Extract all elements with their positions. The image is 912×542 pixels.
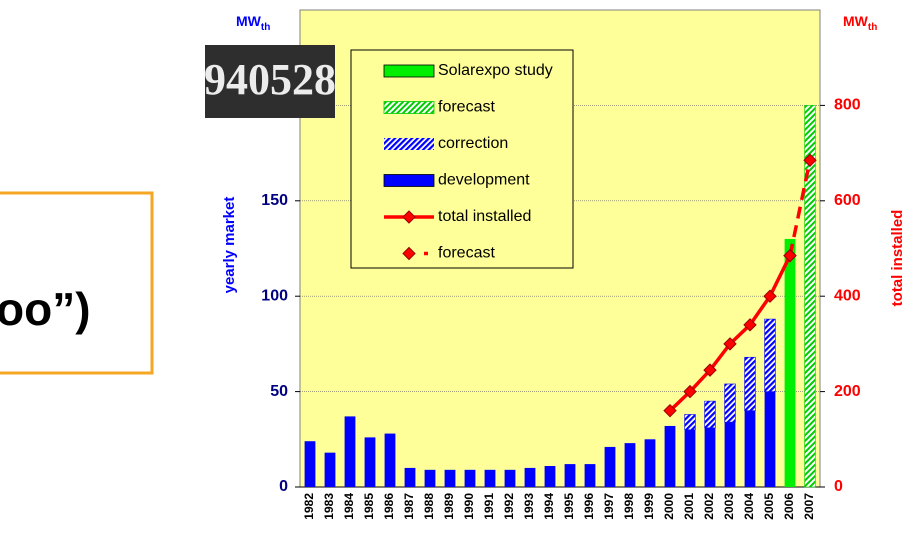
x-tick-label: 2003 [722,493,736,520]
y2-tick-label: 400 [834,287,861,304]
x-tick-label: 2005 [762,493,776,520]
x-tick-label: 1991 [482,493,496,520]
bar [545,466,556,487]
y-tick-label: 100 [261,287,288,304]
legend-label: development [438,172,530,189]
x-tick-label: 1996 [582,493,596,520]
y2-unit-sub: th [868,22,877,33]
x-tick-label: 1982 [302,493,316,520]
x-tick-label: 1987 [402,493,416,520]
y-axis-title: yearly market [221,197,238,294]
y-tick-label: 150 [261,192,288,209]
slide: oo”) 0 50 100 150 0 200 400 600 800 1982 1983 1984 1… [0,0,912,542]
bar [745,411,756,487]
bar [685,430,696,487]
legend-label: correction [438,135,508,152]
bar [385,434,396,487]
bar [585,464,596,487]
y-unit-sub: th [261,22,270,33]
x-tick-label: 1994 [542,493,556,520]
bar [345,416,356,487]
bar [325,453,336,487]
x-tick-label: 1988 [422,493,436,520]
y2-unit-main: MW [843,13,869,29]
slide-text: oo”) [0,283,91,335]
bar [525,468,536,487]
bar [565,464,576,487]
x-tick-label: 2006 [782,493,796,520]
legend-swatch [384,65,434,77]
y2-tick-label: 600 [834,192,861,209]
x-tick-label: 1983 [322,493,336,520]
bar [645,439,656,487]
x-tick-label: 2007 [802,493,816,520]
captcha: 940528 [204,45,336,118]
x-tick-label: 1989 [442,493,456,520]
x-tick-label: 2004 [742,493,756,520]
y2-unit: MWth [843,13,877,33]
legend: Solarexpo study forecast correction develop… [351,50,573,268]
bar [505,470,516,487]
legend-label: forecast [438,99,495,116]
x-tick-label: 1997 [602,493,616,520]
bar [445,470,456,487]
x-tick-label: 1985 [362,493,376,520]
legend-box [351,50,573,268]
bar [725,384,736,422]
legend-label: forecast [438,245,495,262]
bar [605,447,616,487]
y-unit: MWth [236,13,270,33]
bar [725,422,736,487]
legend-swatch [384,138,434,150]
x-tick-label: 1995 [562,493,576,520]
y-tick-label: 0 [279,478,288,495]
bar [305,441,316,487]
y-tick-label: 50 [270,383,288,400]
x-tick-label: 2000 [662,493,676,520]
captcha-text: 940528 [204,55,336,104]
bar [705,401,716,428]
legend-swatch [384,102,434,114]
x-tick-label: 2002 [702,493,716,520]
y2-axis-title: total installed [889,210,906,307]
x-tick-label: 1993 [522,493,536,520]
bar [625,443,636,487]
x-tick-label: 2001 [682,493,696,520]
bar [765,319,776,392]
y2-tick-label: 800 [834,97,861,114]
bar [765,392,776,487]
y2-tick-label: 0 [834,478,843,495]
bar [425,470,436,487]
bar [685,414,696,429]
bar [785,239,796,487]
bar [365,437,376,487]
bar [665,426,676,487]
legend-label: total installed [438,208,531,225]
x-tick-label: 1999 [642,493,656,520]
bar [405,468,416,487]
x-tick-label: 1992 [502,493,516,520]
x-tick-label: 1998 [622,493,636,520]
legend-label: Solarexpo study [438,62,553,79]
x-tick-label: 1986 [382,493,396,520]
legend-swatch [384,175,434,187]
bar [465,470,476,487]
bar [745,357,756,410]
x-tick-label: 1984 [342,493,356,520]
x-tick-label: 1990 [462,493,476,520]
bar [705,428,716,487]
y2-tick-label: 200 [834,383,861,400]
bar [485,470,496,487]
y-unit-main: MW [236,13,262,29]
